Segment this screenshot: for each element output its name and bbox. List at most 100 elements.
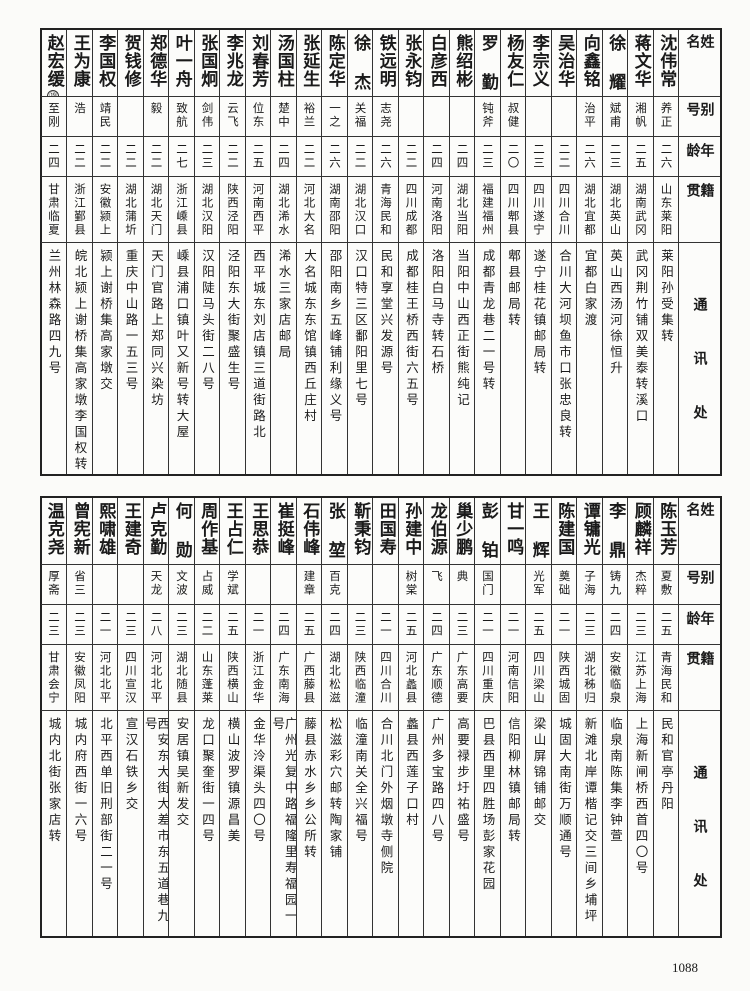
- header-label-address: 通讯处: [691, 297, 708, 459]
- person-alias: 位东: [251, 102, 266, 129]
- person-column: 崔挺峰 二四 广东南海 广州光复中路福隆里寿福园一号: [270, 498, 296, 936]
- person-age: 二五: [302, 611, 317, 638]
- address-cell: 合川大河坝鱼市口张忠良转: [552, 243, 577, 474]
- person-alias: 铸九: [608, 570, 623, 597]
- person-hometown: 甘肃会宁: [47, 651, 61, 705]
- hometown-cell: 浙江嵊县: [169, 177, 194, 243]
- person-column: 温克尧 厚斋 二三 甘肃会宁 城内北街张家店转: [40, 498, 66, 936]
- alias-cell: 光军: [526, 565, 551, 605]
- hometown-cell: 安徽凤阳: [67, 645, 92, 711]
- person-name: 周作基: [197, 502, 218, 556]
- hometown-cell: 四川合川: [551, 177, 576, 243]
- person-name: 杨友仁: [503, 34, 524, 88]
- hometown-cell: 四川遂宁: [526, 177, 551, 243]
- person-age: 二二: [557, 143, 572, 170]
- person-hometown: 广东顺德: [430, 651, 444, 705]
- name-wrap: 张永钧: [401, 34, 422, 88]
- roster-table-top: 姓名 别号 年龄 籍贯 通讯处 沈伟常 养正 二六 山东莱阳 莱阳孙受集转 蒋文华 湘帆 二五 湖南武冈武…: [40, 28, 722, 476]
- person-name: 张永钧: [401, 34, 422, 88]
- name-wrap: 张延生: [299, 34, 319, 88]
- person-hometown: 河南西平: [251, 183, 266, 237]
- address-cell: 安居镇吴新发交: [169, 711, 194, 936]
- alias-cell: [526, 97, 551, 137]
- alias-cell: [118, 565, 143, 605]
- person-address: 新滩北岸谭楷记交三间乡埔坪: [582, 717, 598, 925]
- person-alias: 叔健: [506, 102, 521, 129]
- person-name: 陈建国: [554, 502, 575, 556]
- person-age: 二三: [608, 143, 623, 170]
- person-address: 藤县赤水乡乡公所转: [302, 717, 317, 861]
- person-hometown: 安徽临泉: [608, 651, 623, 705]
- person-name: 崔挺峰: [273, 502, 294, 556]
- name-cell: 白彦西: [424, 30, 449, 97]
- alias-cell: 杰粹: [628, 565, 653, 605]
- person-name: 赵宏缓: [43, 34, 64, 88]
- person-column: 田国寿 二一 四川合川 合川北门外烟墩寺侧院: [372, 498, 398, 936]
- name-cell: 王建奇: [118, 498, 143, 565]
- alias-cell: [449, 97, 474, 137]
- name-wrap: 陈玉芳: [656, 502, 677, 556]
- person-name: 王建奇: [120, 502, 141, 556]
- age-cell: 二二: [398, 137, 423, 177]
- age-cell: 二三: [526, 137, 551, 177]
- person-name: 曾宪新: [69, 502, 90, 556]
- alias-cell: [551, 97, 576, 137]
- person-column: 王辉 光军 二五 四川梁山 梁山屏锦铺邮交: [525, 498, 551, 936]
- person-hometown: 湖北天门: [149, 183, 164, 237]
- name-wrap: 王为康: [70, 34, 90, 88]
- hometown-cell: 浙江金华: [245, 645, 270, 711]
- age-cell: 二三: [577, 605, 602, 645]
- name-cell: 张堃: [322, 498, 347, 565]
- person-column: 徐杰 关福 二二 湖北汉口 汉口特三区鄱阳里七号: [346, 30, 372, 474]
- person-address: 蠡县西莲子口村: [404, 717, 419, 829]
- alias-cell: 钝斧: [475, 97, 500, 137]
- person-name: 沈伟常: [656, 34, 677, 88]
- address-cell: 皖北颍上谢桥集高家墩李国权转: [67, 243, 92, 474]
- address-cell: 广州多宝路四八号: [424, 711, 449, 936]
- name-cell: 崔挺峰: [271, 498, 296, 565]
- name-cell: 王为康: [67, 30, 92, 97]
- name-wrap: 沈伟常: [656, 34, 677, 88]
- person-name: 刘春芳: [248, 34, 269, 88]
- person-alias: 建章: [302, 570, 317, 597]
- person-address: 汉口特三区鄱阳里七号: [353, 249, 368, 409]
- name-wrap: 吴治华: [554, 34, 574, 88]
- name-cell: 赵宏缓 ⑲: [40, 30, 66, 97]
- header-column: 姓名 别号 年龄 籍贯 通讯处: [678, 30, 720, 474]
- person-name: 李鼎: [605, 502, 626, 565]
- person-name: 罗勤: [477, 34, 498, 97]
- person-hometown: 浙江金华: [251, 651, 266, 705]
- person-address: 宣汉石铁乡交: [123, 717, 139, 813]
- name-cell: 石伟峰: [296, 498, 321, 565]
- hometown-cell: 湖北松滋: [322, 645, 347, 711]
- person-column: 卢克勤 天龙 二八 河北北平 西安东大街大差市东五道巷九号: [142, 498, 168, 936]
- alias-cell: 文波: [169, 565, 194, 605]
- person-name: 陈玉芳: [656, 502, 677, 556]
- alias-cell: [92, 565, 117, 605]
- name-cell: 王思恭: [245, 498, 270, 565]
- name-wrap: 曾宪新: [69, 502, 90, 556]
- age-cell: 二五: [220, 605, 245, 645]
- person-name: 贺钱修: [120, 34, 141, 88]
- address-cell: 新滩北岸谭楷记交三间乡埔坪: [577, 711, 602, 936]
- name-cell: 汤国柱: [271, 30, 296, 97]
- person-address: 泾阳东大街聚盛生号: [225, 249, 241, 393]
- address-cell: 民和官亭丹阳: [654, 711, 679, 936]
- name-wrap: 石伟峰: [299, 502, 320, 556]
- person-address: 颍上谢桥集高家墩交: [98, 249, 113, 393]
- person-name: 石伟峰: [299, 502, 320, 556]
- person-name: 孙建中: [401, 502, 422, 556]
- person-hometown: 湖北秭归: [583, 651, 597, 705]
- person-column: 白彦西 二四 河南洛阳 洛阳白马寺转石桥: [423, 30, 449, 474]
- person-column: 王思恭 二一 浙江金华 金华泠渠头四〇号: [244, 498, 270, 936]
- age-cell: 二三: [475, 137, 500, 177]
- name-wrap: 熙啸雄: [95, 502, 115, 556]
- age-cell: 二五: [245, 137, 270, 177]
- name-wrap: 孙建中: [401, 502, 422, 556]
- header-cell-age: 年龄: [679, 605, 720, 645]
- person-column: 陈建国 奠础 二一 陕西城固 城固大南街万顺通号: [550, 498, 576, 936]
- hometown-cell: 湖北当阳: [449, 177, 474, 243]
- name-wrap: 张堃: [325, 502, 345, 564]
- hometown-cell: 湖北天门: [143, 177, 168, 243]
- person-hometown: 四川宣汉: [124, 651, 138, 705]
